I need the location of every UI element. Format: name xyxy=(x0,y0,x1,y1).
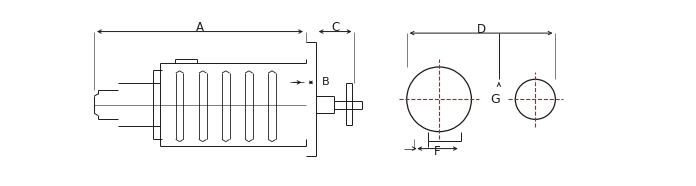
Text: D: D xyxy=(477,23,486,36)
Text: A: A xyxy=(196,21,204,34)
Text: C: C xyxy=(331,21,339,34)
Text: B: B xyxy=(322,77,330,87)
Text: F: F xyxy=(434,145,441,158)
Text: G: G xyxy=(490,93,500,106)
